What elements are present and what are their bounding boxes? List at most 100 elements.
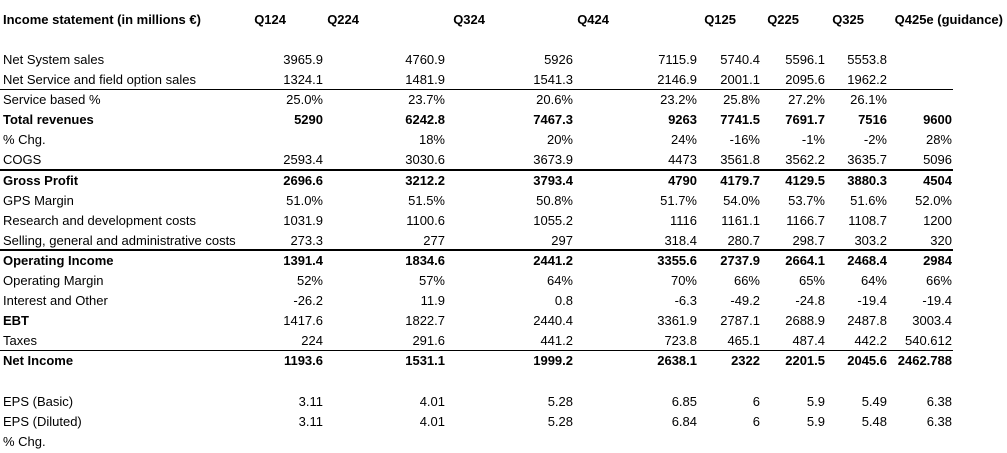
table-row-gross-profit: Gross Profit 2696.6 3212.2 3793.4 4790 4179.7… (0, 171, 1007, 191)
cell-q325-operating-income: 2468.4 (847, 252, 887, 268)
cell-q324-gross-profit: 3793.4 (533, 172, 573, 188)
cell-q425e-guidance-gps-margin: 52.0% (915, 192, 952, 208)
cell-q224-total-revenues: 6242.8 (405, 112, 445, 128)
row-label: EBT (3, 313, 29, 329)
cell-q324-net-system-sales: 5926 (544, 52, 573, 67)
column-header-q324: Q324 (453, 12, 485, 27)
column-header-q325: Q325 (832, 12, 864, 27)
cell-q225-eps-diluted: 5.9 (806, 413, 825, 429)
row-label: Net Service and field option sales (3, 72, 196, 88)
cell-q424-eps-basic: 6.85 (671, 393, 697, 409)
cell-q325-net-service-and-field-option-sales: 1962.2 (847, 72, 887, 88)
cell-q325-net-system-sales: 5553.8 (847, 52, 887, 67)
cell-q224-net-income: 1531.1 (405, 353, 445, 369)
cell-q425e-guidance-operating-margin: 66% (925, 273, 952, 289)
row-label: Research and development costs (3, 212, 196, 228)
cell-q424-chg: 24% (670, 132, 697, 148)
cell-q225-chg: -1% (801, 132, 825, 148)
cell-q424-total-revenues: 9263 (668, 112, 697, 128)
cell-q125-research-and-development-costs: 1161.1 (721, 212, 760, 228)
table-row-blank (0, 372, 1007, 392)
cell-q324-operating-income: 2441.2 (533, 252, 573, 268)
cell-q424-net-service-and-field-option-sales: 2146.9 (657, 72, 697, 88)
row-label: Total revenues (3, 112, 94, 128)
cell-q325-taxes: 442.2 (854, 333, 887, 349)
cell-q424-gps-margin: 51.7% (660, 192, 697, 208)
cell-q225-operating-margin: 65% (798, 273, 825, 289)
cell-q425e-guidance-total-revenues: 9600 (923, 112, 952, 128)
row-label: Interest and Other (3, 293, 108, 309)
cell-q425e-guidance-gross-profit: 4504 (923, 172, 952, 188)
cell-q124-cogs: 2593.4 (283, 152, 323, 168)
cell-q424-taxes: 723.8 (664, 333, 697, 349)
cell-q325-eps-diluted: 5.48 (861, 413, 887, 429)
cell-q124-total-revenues: 5290 (294, 112, 323, 128)
cell-q224-gross-profit: 3212.2 (405, 172, 445, 188)
cell-q225-net-income: 2201.5 (785, 353, 825, 369)
cell-q125-operating-margin: 66% (733, 273, 760, 289)
cell-q424-operating-margin: 70% (670, 273, 697, 289)
cell-q225-selling-general-and-administrative-costs: 298.7 (792, 232, 825, 248)
table-row-gps-margin: GPS Margin 51.0% 51.5% 50.8% 51.7% 54.0% 53.7%… (0, 191, 1007, 211)
cell-q324-interest-and-other: 0.8 (554, 293, 573, 309)
cell-q425e-guidance-eps-basic: 6.38 (926, 393, 952, 409)
cell-q424-eps-diluted: 6.84 (671, 413, 697, 429)
row-label: Service based % (3, 92, 101, 108)
table-row-net-service-and-field-option-sales: Net Service and field option sales 1324.1… (0, 70, 1007, 91)
column-header-q425e-guidance: Q425e (guidance) (894, 12, 1003, 27)
cell-q424-gross-profit: 4790 (668, 172, 697, 188)
cell-q324-gps-margin: 50.8% (536, 192, 573, 208)
table-row-total-revenues: Total revenues 5290 6242.8 7467.3 9263 7741.5… (0, 110, 1007, 130)
cell-q125-total-revenues: 7741.5 (720, 112, 760, 128)
column-header-q124: Q124 (254, 12, 286, 27)
table-body: Net System sales 3965.9 4760.9 5926 7115.9 57… (0, 50, 1007, 452)
cell-q124-eps-diluted: 3.11 (298, 413, 323, 429)
cell-q324-net-income: 1999.2 (533, 353, 573, 369)
cell-q325-operating-margin: 64% (860, 273, 887, 289)
table-row-research-and-development-costs: Research and development costs 1031.9 1100… (0, 211, 1007, 231)
table-title: Income statement (in millions €) (3, 12, 201, 27)
cell-q125-taxes: 465.1 (727, 333, 760, 349)
cell-q124-selling-general-and-administrative-costs: 273.3 (290, 232, 323, 248)
horizontal-rule (0, 349, 953, 352)
table-header-row: Income statement (in millions €) Q124 Q22… (0, 10, 1007, 30)
row-label: Operating Margin (3, 273, 104, 289)
cell-q125-eps-diluted: 6 (752, 413, 760, 429)
cell-q425e-guidance-ebt: 3003.4 (912, 313, 952, 329)
row-label: Net Income (3, 353, 74, 369)
cell-q424-selling-general-and-administrative-costs: 318.4 (664, 232, 697, 248)
table-row-net-income: Net Income 1193.6 1531.1 1999.2 2638.1 2322 22… (0, 351, 1007, 371)
cell-q224-ebt: 1822.7 (405, 313, 445, 329)
row-label: EPS (Basic) (3, 393, 74, 409)
cell-q325-eps-basic: 5.49 (861, 393, 887, 409)
cell-q324-research-and-development-costs: 1055.2 (533, 212, 573, 228)
cell-q425e-guidance-eps-diluted: 6.38 (926, 413, 952, 429)
cell-q324-selling-general-and-administrative-costs: 297 (551, 232, 573, 248)
cell-q225-taxes: 487.4 (792, 333, 825, 349)
cell-q124-interest-and-other: -26.2 (293, 293, 323, 309)
cell-q224-net-system-sales: 4760.9 (405, 52, 445, 67)
table-row-eps-basic: EPS (Basic) 3.11 4.01 5.28 6.85 6 5.9 5.49 6.38 (0, 392, 1007, 412)
cell-q325-interest-and-other: -19.4 (857, 293, 887, 309)
cell-q224-chg: 18% (418, 132, 445, 148)
cell-q424-service-based: 23.2% (660, 92, 697, 108)
cell-q224-net-service-and-field-option-sales: 1481.9 (405, 72, 445, 88)
cell-q224-service-based: 23.7% (408, 92, 445, 108)
cell-q224-eps-diluted: 4.01 (419, 413, 445, 429)
cell-q325-chg: -2% (863, 132, 887, 148)
cell-q425e-guidance-chg: 28% (925, 132, 952, 148)
cell-q124-taxes: 224 (301, 333, 323, 349)
cell-q224-interest-and-other: 11.9 (420, 293, 445, 309)
cell-q324-taxes: 441.2 (540, 333, 573, 349)
cell-q124-eps-basic: 3.11 (298, 393, 323, 409)
cell-q325-total-revenues: 7516 (858, 112, 887, 128)
cell-q324-eps-diluted: 5.28 (547, 413, 573, 429)
cell-q124-service-based: 25.0% (286, 92, 323, 108)
cell-q124-net-income: 1193.6 (283, 353, 323, 369)
cell-q424-ebt: 3361.9 (657, 313, 697, 329)
cell-q125-cogs: 3561.8 (720, 152, 760, 168)
cell-q325-cogs: 3635.7 (847, 152, 887, 168)
cell-q325-research-and-development-costs: 1108.7 (848, 212, 887, 228)
cell-q124-research-and-development-costs: 1031.9 (283, 212, 323, 228)
cell-q224-operating-margin: 57% (418, 273, 445, 289)
